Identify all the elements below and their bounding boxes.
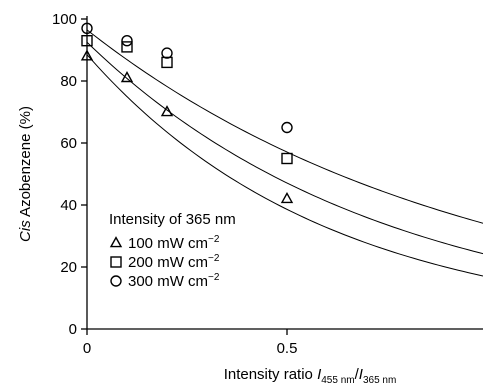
data-point-circle: [121, 35, 133, 47]
legend-label: 300 mW cm−2: [128, 272, 220, 290]
x-axis-label-slash: /: [355, 366, 360, 383]
fit-curve-circle: [86, 29, 483, 224]
legend-marker-triangle: [109, 236, 123, 248]
x-axis-label-i1: I: [317, 366, 321, 383]
x-axis-label-sub1: 455 nm: [321, 375, 354, 386]
legend-units-exponent: −2: [208, 234, 220, 245]
x-tick-label: 0: [83, 340, 91, 357]
legend-title: Intensity of 365 nm: [109, 211, 236, 228]
legend-marker-square: [110, 256, 122, 268]
y-tick-label: 40: [60, 197, 77, 214]
x-axis-label-sub2: 365 nm: [363, 375, 396, 386]
legend-units: mW cm: [153, 254, 208, 271]
fit-curves: [86, 29, 483, 277]
data-point-circle: [161, 47, 173, 59]
y-tick-label: 60: [60, 135, 77, 152]
fit-curve-triangle: [86, 54, 483, 277]
data-point-triangle: [160, 105, 174, 117]
legend-units-exponent: −2: [208, 253, 220, 264]
data-point-square: [161, 56, 173, 69]
data-point-triangle: [120, 71, 134, 83]
y-tick-label: 20: [60, 259, 77, 276]
y-tick-label: 0: [69, 321, 77, 338]
axis-ticks: 0 20 40 60 80 100 0 0.5: [52, 11, 297, 357]
legend-value: 200: [128, 254, 153, 271]
legend-value: 100: [128, 235, 153, 252]
legend-value: 300: [128, 273, 153, 290]
data-point-circle: [281, 121, 293, 134]
x-axis-label: Intensity ratio I455 nm/I365 nm: [224, 366, 397, 386]
x-axis-label-i2: I: [359, 366, 363, 383]
x-axis-label-prefix: Intensity ratio: [224, 366, 317, 383]
data-point-square: [121, 41, 133, 53]
legend-marker-circle: [110, 275, 122, 287]
y-tick-label: 100: [52, 11, 77, 28]
y-axis-label-italic: Cis: [17, 220, 34, 242]
fit-curve-square: [86, 41, 483, 255]
x-tick-label: 0.5: [277, 340, 298, 357]
legend-units: mW cm: [153, 235, 208, 252]
legend-units-exponent: −2: [208, 272, 220, 283]
y-axis-label-rest: Azobenzene (%): [17, 106, 34, 220]
data-point-triangle: [280, 191, 294, 204]
y-tick-label: 80: [60, 73, 77, 90]
legend-label: 100 mW cm−2: [128, 234, 220, 252]
legend-label: 200 mW cm−2: [128, 253, 220, 271]
data-point-square: [281, 152, 293, 165]
y-axis-label: Cis Azobenzene (%): [17, 106, 34, 242]
legend-units: mW cm: [153, 273, 208, 290]
